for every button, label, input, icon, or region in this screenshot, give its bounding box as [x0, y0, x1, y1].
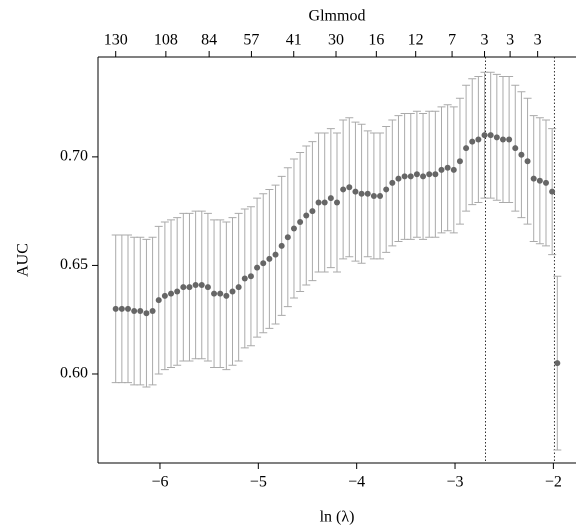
top-tick-label: 3: [506, 32, 514, 49]
point: [530, 175, 537, 182]
point: [192, 281, 199, 288]
point: [247, 273, 254, 280]
top-tick-label: 84: [201, 32, 217, 49]
point: [131, 308, 138, 315]
point: [161, 292, 168, 299]
point: [426, 171, 433, 178]
x-tick-label: −5: [250, 474, 267, 491]
point: [493, 134, 500, 141]
point: [211, 290, 218, 297]
point: [346, 184, 353, 191]
point: [506, 136, 513, 143]
point: [235, 284, 242, 291]
point: [266, 255, 273, 262]
x-axis-title: ln (λ): [320, 509, 355, 526]
point: [241, 275, 248, 282]
point: [450, 166, 457, 173]
top-tick-label: 3: [534, 32, 542, 49]
point: [198, 281, 205, 288]
point: [284, 234, 291, 241]
point: [444, 164, 451, 171]
top-tick-label: 3: [481, 32, 489, 49]
y-axis-title: AUC: [15, 243, 32, 277]
point: [303, 212, 310, 219]
point: [536, 177, 543, 184]
top-tick-label: 108: [154, 32, 178, 49]
point: [217, 290, 224, 297]
point: [321, 199, 328, 206]
point: [499, 136, 506, 143]
point: [456, 158, 463, 165]
point: [290, 225, 297, 232]
point: [223, 292, 230, 299]
top-tick-label: 130: [104, 32, 128, 49]
point: [420, 173, 427, 180]
point: [370, 192, 377, 199]
point: [118, 305, 125, 312]
point: [180, 284, 187, 291]
point: [334, 199, 340, 206]
y-tick-label: 0.70: [60, 148, 88, 165]
point: [407, 173, 414, 180]
point: [554, 360, 561, 367]
point: [389, 179, 396, 186]
point: [149, 308, 156, 315]
point: [432, 171, 439, 178]
point: [487, 132, 494, 139]
point: [352, 188, 359, 195]
point: [260, 260, 267, 267]
point: [401, 173, 408, 180]
point: [358, 190, 365, 197]
point: [512, 145, 519, 152]
point: [204, 284, 211, 291]
point: [137, 308, 144, 315]
point: [463, 145, 470, 152]
point: [543, 179, 550, 186]
point: [383, 186, 390, 193]
top-tick-label: 7: [448, 32, 456, 49]
point: [364, 190, 371, 197]
point: [413, 171, 420, 178]
point: [229, 288, 236, 295]
point: [327, 195, 334, 202]
point: [278, 242, 285, 249]
point: [272, 251, 279, 258]
point: [186, 284, 193, 291]
point: [124, 305, 131, 312]
top-tick-label: 30: [328, 32, 344, 49]
top-tick-label: 16: [368, 32, 384, 49]
point: [168, 290, 175, 297]
top-tick-label: 12: [408, 32, 424, 49]
top-tick-label: 57: [243, 32, 259, 49]
x-tick-label: −2: [545, 474, 562, 491]
y-tick-label: 0.60: [60, 365, 88, 382]
y-tick-label: 0.65: [60, 256, 88, 273]
x-tick-label: −6: [151, 474, 168, 491]
point: [438, 166, 445, 173]
point: [549, 188, 556, 195]
point: [475, 136, 482, 143]
point: [377, 192, 384, 199]
point: [340, 186, 347, 193]
point: [309, 208, 316, 215]
point: [395, 175, 402, 182]
x-tick-label: −3: [447, 474, 464, 491]
point: [112, 305, 119, 312]
point: [297, 219, 304, 226]
top-tick-label: 41: [286, 32, 302, 49]
point: [481, 132, 488, 139]
chart-title: Glmmod: [309, 8, 366, 25]
point: [524, 158, 531, 165]
point: [143, 310, 150, 317]
point: [518, 151, 525, 158]
point: [155, 297, 162, 304]
point: [174, 288, 181, 295]
point: [254, 264, 261, 271]
point: [469, 138, 476, 145]
point: [315, 199, 322, 206]
x-tick-label: −4: [348, 474, 365, 491]
